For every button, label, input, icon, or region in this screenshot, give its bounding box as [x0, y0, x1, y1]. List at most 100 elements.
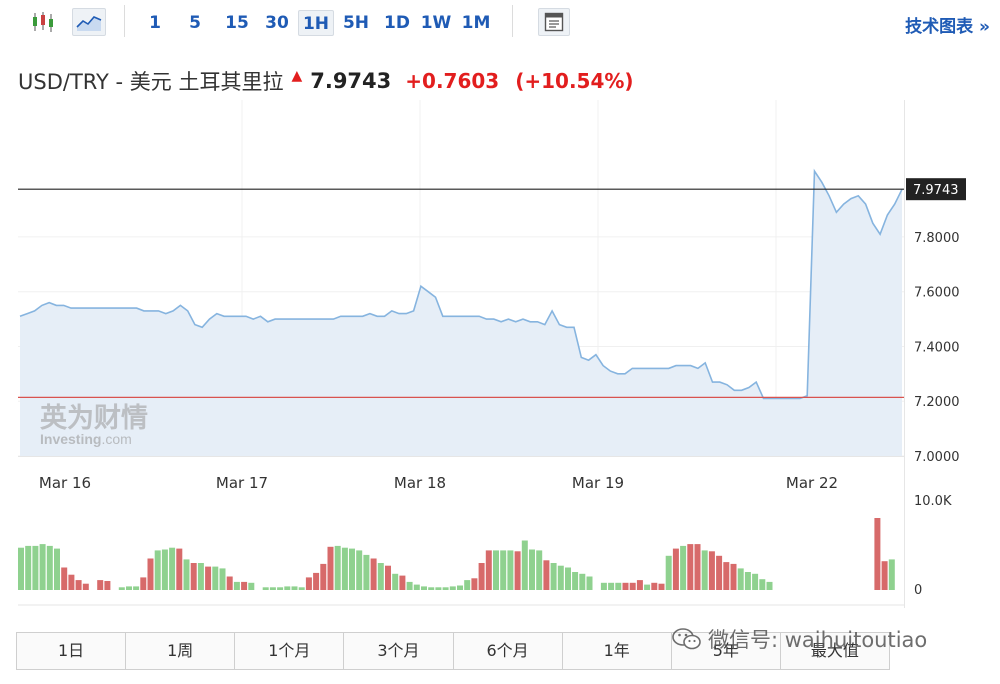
volume-bar — [46, 545, 53, 590]
volume-bar — [536, 550, 543, 590]
x-tick-label: Mar 19 — [572, 474, 624, 492]
price-area — [20, 171, 902, 456]
volume-bar — [622, 582, 629, 590]
price-change-percent: (+10.54%) — [515, 69, 634, 93]
interval-1h[interactable]: 1H — [298, 10, 334, 36]
volume-tick-label: 10.0K — [914, 494, 952, 509]
price-chart[interactable]: 英为财情 Investing.com 7.0000 7.2000 7.4000 7.6… — [0, 96, 1000, 616]
volume-bar — [147, 558, 154, 590]
range-6m[interactable]: 6个月 — [454, 633, 563, 669]
volume-bar — [665, 555, 672, 590]
volume-bar — [557, 565, 564, 590]
technical-chart-link[interactable]: 技术图表 » — [905, 17, 990, 37]
volume-bar — [874, 518, 881, 590]
range-1y[interactable]: 1年 — [563, 633, 672, 669]
wechat-id-text: 微信号: waihuitoutiao — [708, 628, 928, 652]
interval-1w[interactable]: 1W — [420, 13, 452, 33]
volume-bar — [248, 582, 255, 590]
last-price-tag: 7.9743 — [906, 178, 966, 201]
volume-bar — [68, 574, 75, 590]
volume-bar — [507, 550, 514, 590]
range-1d[interactable]: 1日 — [17, 633, 127, 669]
up-arrow-icon: ▲ — [291, 68, 303, 84]
y-tick-label: 7.2000 — [914, 395, 960, 410]
volume-bar — [457, 585, 463, 590]
volume-bar — [126, 586, 132, 590]
wechat-icon — [672, 628, 701, 650]
volume-bar — [615, 582, 622, 590]
candlestick-icon[interactable] — [28, 8, 58, 36]
volume-bar — [514, 551, 521, 590]
volume-bar — [464, 580, 471, 590]
volume-bar — [723, 562, 730, 590]
last-price-tag-label: 7.9743 — [913, 183, 959, 198]
volume-bar — [291, 586, 298, 590]
interval-1[interactable]: 1 — [149, 13, 161, 33]
volume-bar — [629, 582, 636, 590]
volume-bar — [708, 551, 715, 590]
volume-bar — [428, 587, 435, 590]
volume-bar — [529, 549, 535, 590]
volume-bar — [320, 563, 327, 590]
toolbar-divider — [512, 5, 513, 37]
volume-bar — [680, 545, 687, 590]
volume-axis: 10.0K 0 — [914, 494, 952, 598]
volume-bar — [341, 547, 348, 590]
volume-bar — [118, 587, 125, 590]
last-price: 7.9743 — [310, 69, 392, 93]
volume-bar — [140, 577, 147, 590]
chart-watermark: 英为财情 Investing.com — [40, 403, 148, 447]
interval-30[interactable]: 30 — [265, 13, 289, 33]
volume-bar — [284, 586, 291, 590]
volume-bar — [61, 567, 68, 590]
interval-15[interactable]: 15 — [225, 13, 249, 33]
volume-bar — [219, 568, 226, 590]
wechat-watermark: 微信号: waihuitoutiao — [672, 624, 927, 654]
volume-bar — [385, 565, 391, 590]
y-tick-label: 7.8000 — [914, 231, 960, 246]
volume-bar — [97, 580, 104, 590]
volume-bar — [277, 587, 284, 590]
line-chart-icon[interactable] — [72, 8, 106, 36]
range-5y[interactable]: 5年 — [672, 633, 781, 669]
range-3m[interactable]: 3个月 — [344, 633, 454, 669]
volume-bar — [579, 573, 586, 590]
volume-bar — [377, 563, 384, 590]
interval-1d[interactable]: 1D — [384, 13, 410, 33]
interval-1m[interactable]: 1M — [461, 13, 491, 33]
volume-bar — [421, 586, 427, 590]
volume-bar — [169, 547, 176, 590]
volume-bar — [233, 581, 240, 590]
volume-bar — [485, 550, 492, 590]
volume-bar — [190, 563, 197, 590]
volume-bar — [25, 545, 32, 590]
x-tick-label: Mar 17 — [216, 474, 268, 492]
volume-bar — [881, 561, 888, 590]
range-max[interactable]: 最大值 — [810, 641, 859, 660]
volume-bar — [327, 546, 334, 590]
volume-bars — [18, 518, 904, 606]
volume-bar — [730, 563, 737, 590]
volume-bar — [226, 576, 233, 590]
chart-toolbar: 1 5 15 30 1H 5H 1D 1W 1M 技术图表 » — [0, 0, 1000, 46]
chart-settings-icon[interactable] — [538, 8, 570, 36]
price-line — [19, 168, 903, 400]
volume-bar — [600, 582, 607, 590]
interval-5[interactable]: 5 — [189, 13, 201, 33]
volume-bar — [521, 540, 528, 590]
volume-bar — [212, 566, 219, 590]
y-tick-label: 7.4000 — [914, 340, 960, 355]
volume-bar — [478, 563, 485, 590]
volume-tick-label: 0 — [914, 583, 922, 598]
interval-5h[interactable]: 5H — [342, 13, 370, 33]
volume-bar — [888, 559, 895, 590]
volume-bar — [493, 550, 499, 590]
range-1w[interactable]: 1周 — [126, 633, 236, 669]
volume-bar — [435, 587, 442, 590]
volume-bar — [349, 548, 355, 590]
volume-bar — [54, 548, 60, 590]
volume-bar — [197, 563, 204, 590]
range-1m[interactable]: 1个月 — [235, 633, 345, 669]
volume-bar — [543, 560, 550, 590]
volume-bar — [241, 581, 248, 590]
